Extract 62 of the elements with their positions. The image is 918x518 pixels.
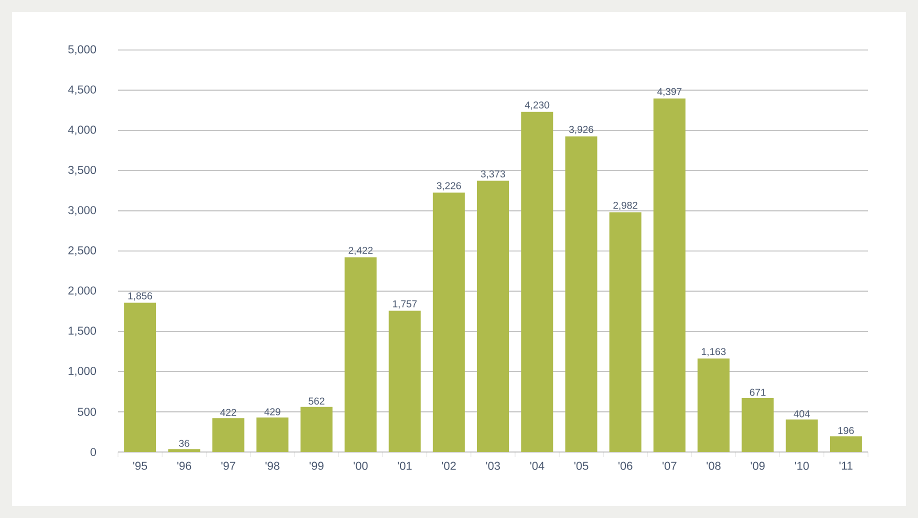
data-label: 4,230 <box>524 101 550 110</box>
bar <box>212 418 244 452</box>
data-label: 1,163 <box>702 348 726 356</box>
data-label: 3,926 <box>569 126 594 134</box>
bar <box>521 112 554 452</box>
data-label: 404 <box>794 410 810 418</box>
data-label: 429 <box>264 408 280 416</box>
x-tick-label: '95 <box>133 462 148 470</box>
y-tick-label: 500 <box>78 408 96 416</box>
y-tick-label: 1,500 <box>68 326 96 336</box>
x-tick-label: '07 <box>662 462 676 470</box>
data-label: 2,422 <box>348 246 373 256</box>
x-tick-label: '03 <box>486 462 500 470</box>
bar <box>653 98 686 452</box>
x-tick-label: '09 <box>750 462 765 470</box>
x-tick-label: '11 <box>839 462 852 470</box>
bar <box>432 192 465 452</box>
y-tick-label: 0 <box>90 448 96 456</box>
x-tick-label: '96 <box>177 462 192 470</box>
data-label: 3,226 <box>436 182 461 190</box>
x-tick-label: '10 <box>794 462 809 470</box>
bar <box>742 398 774 452</box>
y-tick-label: 3,500 <box>68 166 96 176</box>
data-label: 1,757 <box>393 300 417 309</box>
data-label: 4,397 <box>657 88 682 96</box>
x-tick-label: '97 <box>221 462 236 470</box>
y-tick-label: 3,000 <box>68 206 96 216</box>
bar <box>300 406 333 452</box>
x-tick-label: '08 <box>706 462 721 470</box>
bar <box>786 420 818 452</box>
x-tick-label: '04 <box>530 462 544 470</box>
bar <box>124 302 156 452</box>
y-tick-label: 4,000 <box>68 126 96 136</box>
bar <box>168 449 200 452</box>
x-tick-label: '02 <box>442 462 456 470</box>
bar <box>565 136 598 452</box>
x-tick-label: '01 <box>398 462 412 470</box>
x-tick-label: '98 <box>266 462 280 470</box>
bar <box>609 212 642 452</box>
bar <box>830 436 862 452</box>
y-tick-label: 1,000 <box>68 366 96 376</box>
data-label: 196 <box>838 426 854 434</box>
y-tick-label: 4,500 <box>68 85 96 95</box>
data-label: 3,373 <box>480 170 506 179</box>
bar <box>477 180 510 452</box>
bar <box>698 358 730 452</box>
data-label: 1,856 <box>128 292 152 301</box>
bar <box>344 257 377 452</box>
x-tick-label: '99 <box>310 462 324 470</box>
y-tick-label: 2,000 <box>68 286 96 296</box>
data-label: 2,982 <box>613 202 638 210</box>
bar <box>388 310 421 452</box>
x-tick-label: '00 <box>354 462 368 470</box>
data-label: 36 <box>179 440 190 447</box>
x-tick-label: '05 <box>574 462 588 470</box>
x-tick-label: '06 <box>618 462 632 470</box>
data-label: 562 <box>308 398 324 405</box>
y-tick-label: 5,000 <box>68 45 96 55</box>
y-tick-label: 2,500 <box>68 246 96 256</box>
data-label: 671 <box>750 388 766 396</box>
bar <box>256 418 288 452</box>
data-label: 422 <box>220 408 236 416</box>
